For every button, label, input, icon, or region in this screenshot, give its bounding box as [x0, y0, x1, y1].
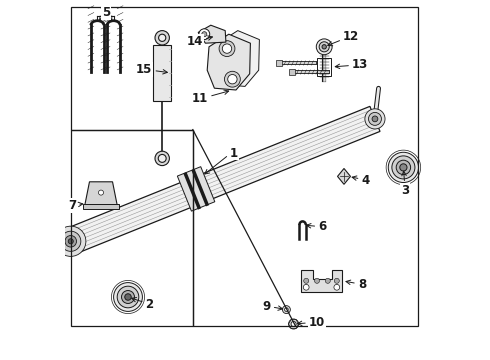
Text: 15: 15	[136, 63, 168, 76]
Circle shape	[56, 226, 86, 256]
Circle shape	[155, 151, 170, 166]
Circle shape	[291, 321, 296, 327]
Polygon shape	[153, 45, 171, 101]
Text: 4: 4	[352, 174, 370, 186]
Text: 3: 3	[401, 171, 409, 197]
Circle shape	[98, 190, 103, 195]
Circle shape	[117, 286, 139, 308]
Polygon shape	[85, 182, 117, 205]
Text: 1: 1	[230, 147, 238, 159]
Polygon shape	[289, 69, 294, 75]
Circle shape	[125, 294, 131, 300]
Text: 7: 7	[68, 199, 83, 212]
Polygon shape	[338, 168, 350, 184]
Circle shape	[322, 45, 326, 49]
Circle shape	[285, 308, 288, 311]
Circle shape	[319, 42, 329, 52]
Circle shape	[158, 154, 166, 162]
Polygon shape	[301, 270, 342, 292]
Circle shape	[282, 306, 291, 314]
Polygon shape	[83, 204, 119, 209]
Circle shape	[315, 278, 319, 283]
Circle shape	[334, 278, 339, 283]
Circle shape	[159, 34, 166, 41]
Circle shape	[122, 291, 134, 303]
Circle shape	[199, 29, 210, 40]
Text: 5: 5	[102, 6, 111, 19]
Text: 10: 10	[297, 316, 325, 329]
Polygon shape	[177, 167, 215, 211]
Circle shape	[325, 278, 330, 283]
Polygon shape	[207, 34, 250, 90]
Circle shape	[396, 160, 411, 175]
Polygon shape	[198, 25, 226, 43]
Circle shape	[368, 112, 381, 125]
Circle shape	[316, 39, 332, 55]
Circle shape	[114, 283, 143, 311]
Text: 11: 11	[192, 90, 229, 105]
Polygon shape	[216, 31, 259, 86]
Circle shape	[303, 284, 309, 290]
Circle shape	[61, 231, 81, 251]
Text: 8: 8	[346, 278, 366, 291]
Circle shape	[334, 284, 340, 290]
Circle shape	[65, 235, 76, 247]
Text: 2: 2	[132, 297, 154, 311]
Circle shape	[388, 152, 418, 183]
Circle shape	[392, 156, 415, 179]
Circle shape	[224, 71, 240, 87]
Circle shape	[228, 75, 237, 84]
Circle shape	[68, 239, 73, 244]
Circle shape	[365, 109, 385, 129]
Circle shape	[222, 44, 232, 53]
Circle shape	[219, 41, 235, 57]
Circle shape	[155, 31, 170, 45]
Text: 12: 12	[328, 30, 359, 46]
Text: 14: 14	[186, 35, 213, 48]
Text: 13: 13	[335, 58, 368, 71]
Text: 6: 6	[306, 220, 326, 233]
Circle shape	[372, 116, 378, 122]
Circle shape	[289, 319, 298, 329]
Polygon shape	[276, 60, 282, 66]
Polygon shape	[66, 106, 380, 254]
Circle shape	[400, 164, 407, 171]
Circle shape	[202, 32, 207, 37]
Text: 9: 9	[263, 300, 283, 312]
Circle shape	[304, 278, 309, 283]
